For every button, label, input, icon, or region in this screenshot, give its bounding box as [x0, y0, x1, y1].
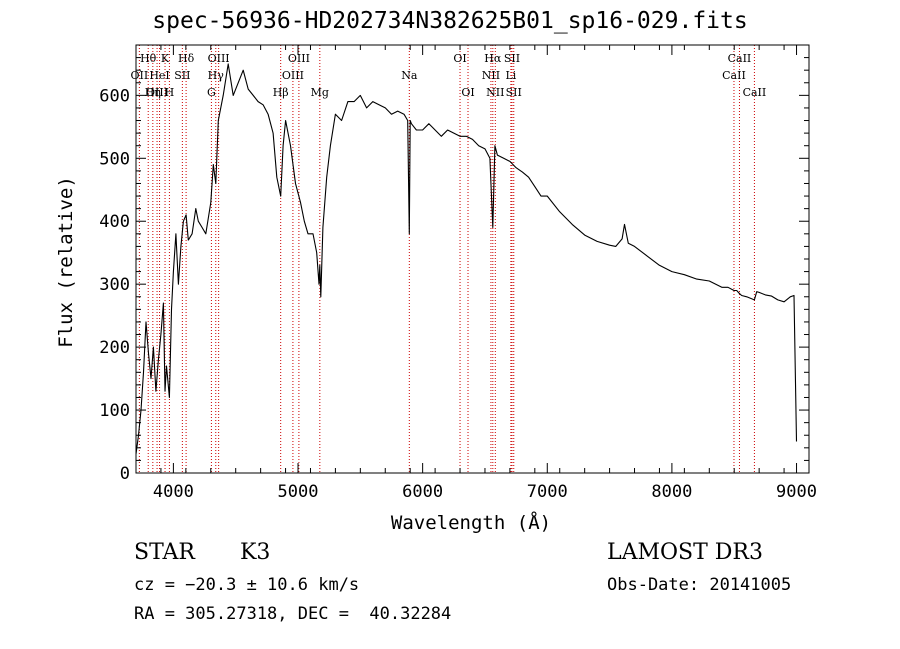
- spectral-line-label: Hδ: [178, 52, 195, 65]
- spectral-line-label: OIII: [208, 52, 230, 65]
- spectral-line-label: OI: [453, 52, 466, 65]
- spectral-line-label: SII: [174, 69, 190, 82]
- y-tick-label: 0: [120, 464, 130, 484]
- spectral-line-label: Hη: [145, 86, 161, 99]
- redshift-velocity: cz = −20.3 ± 10.6 km/s: [134, 575, 360, 595]
- x-tick-label: 7000: [527, 482, 568, 502]
- y-tick-label: 300: [99, 275, 130, 295]
- spectral-line-label: Na: [401, 69, 418, 82]
- y-tick-label: 500: [99, 149, 130, 169]
- x-tick-label: 9000: [776, 482, 817, 502]
- spectral-line-label: G: [207, 86, 216, 99]
- x-tick-label: 6000: [402, 482, 443, 502]
- spectral-line-markers: [138, 45, 755, 473]
- spectral-line-label: NII: [482, 69, 500, 82]
- y-tick-label: 100: [99, 401, 130, 421]
- spectral-line-label: Hθ: [140, 52, 157, 65]
- x-tick-label: 4000: [153, 482, 194, 502]
- spectral-line-label: CaII: [728, 52, 752, 65]
- spectral-line-label: CaII: [743, 86, 767, 99]
- spectral-line-label: HeI: [149, 69, 169, 82]
- y-axis-label: Flux (relative): [55, 176, 77, 348]
- chart-title: spec-56936-HD202734N382625B01_sp16-029.f…: [152, 8, 748, 34]
- spectral-line-label: H: [165, 86, 175, 99]
- spectral-line-label: K: [161, 52, 170, 65]
- x-tick-label: 8000: [651, 482, 692, 502]
- spectral-line-label: Li: [505, 69, 516, 82]
- y-tick-label: 400: [99, 212, 130, 232]
- spectral-line-label: SII: [506, 86, 522, 99]
- axis-ticks: 4000 5000 6000 7000 8000 9000 0 100 200 300 400 500…: [99, 45, 817, 502]
- spectral-line-label: SII: [504, 52, 520, 65]
- y-tick-label: 200: [99, 338, 130, 358]
- spectral-subclass: K3: [240, 540, 271, 565]
- object-type: STAR: [134, 540, 195, 565]
- plot-frame: [135, 44, 810, 474]
- spectral-line-label: OI: [461, 86, 474, 99]
- series-group: [135, 63, 798, 455]
- spectral-line-label: Hβ: [273, 86, 289, 99]
- spectral-line-label: Mg: [311, 86, 329, 99]
- spectral-line-label: Hα: [484, 52, 502, 65]
- series-line-0: [135, 63, 798, 455]
- spectral-line-label: Hγ: [208, 69, 225, 82]
- x-axis-label: Wavelength (Å): [391, 511, 551, 534]
- spectral-line-label: OIII: [282, 69, 304, 82]
- coordinates: RA = 305.27318, DEC = 40.32284: [134, 604, 452, 624]
- observation-date: Obs-Date: 20141005: [607, 575, 792, 595]
- x-tick-label: 5000: [278, 482, 319, 502]
- spectral-line-label: OIII: [288, 52, 310, 65]
- survey-name: LAMOST DR3: [607, 540, 763, 565]
- spectral-line-label: OIII: [146, 86, 168, 99]
- spectral-line-label: CaII: [722, 69, 746, 82]
- spectral-line-label: OII: [131, 69, 149, 82]
- y-tick-label: 600: [99, 86, 130, 106]
- spectral-line-label: NII: [486, 86, 504, 99]
